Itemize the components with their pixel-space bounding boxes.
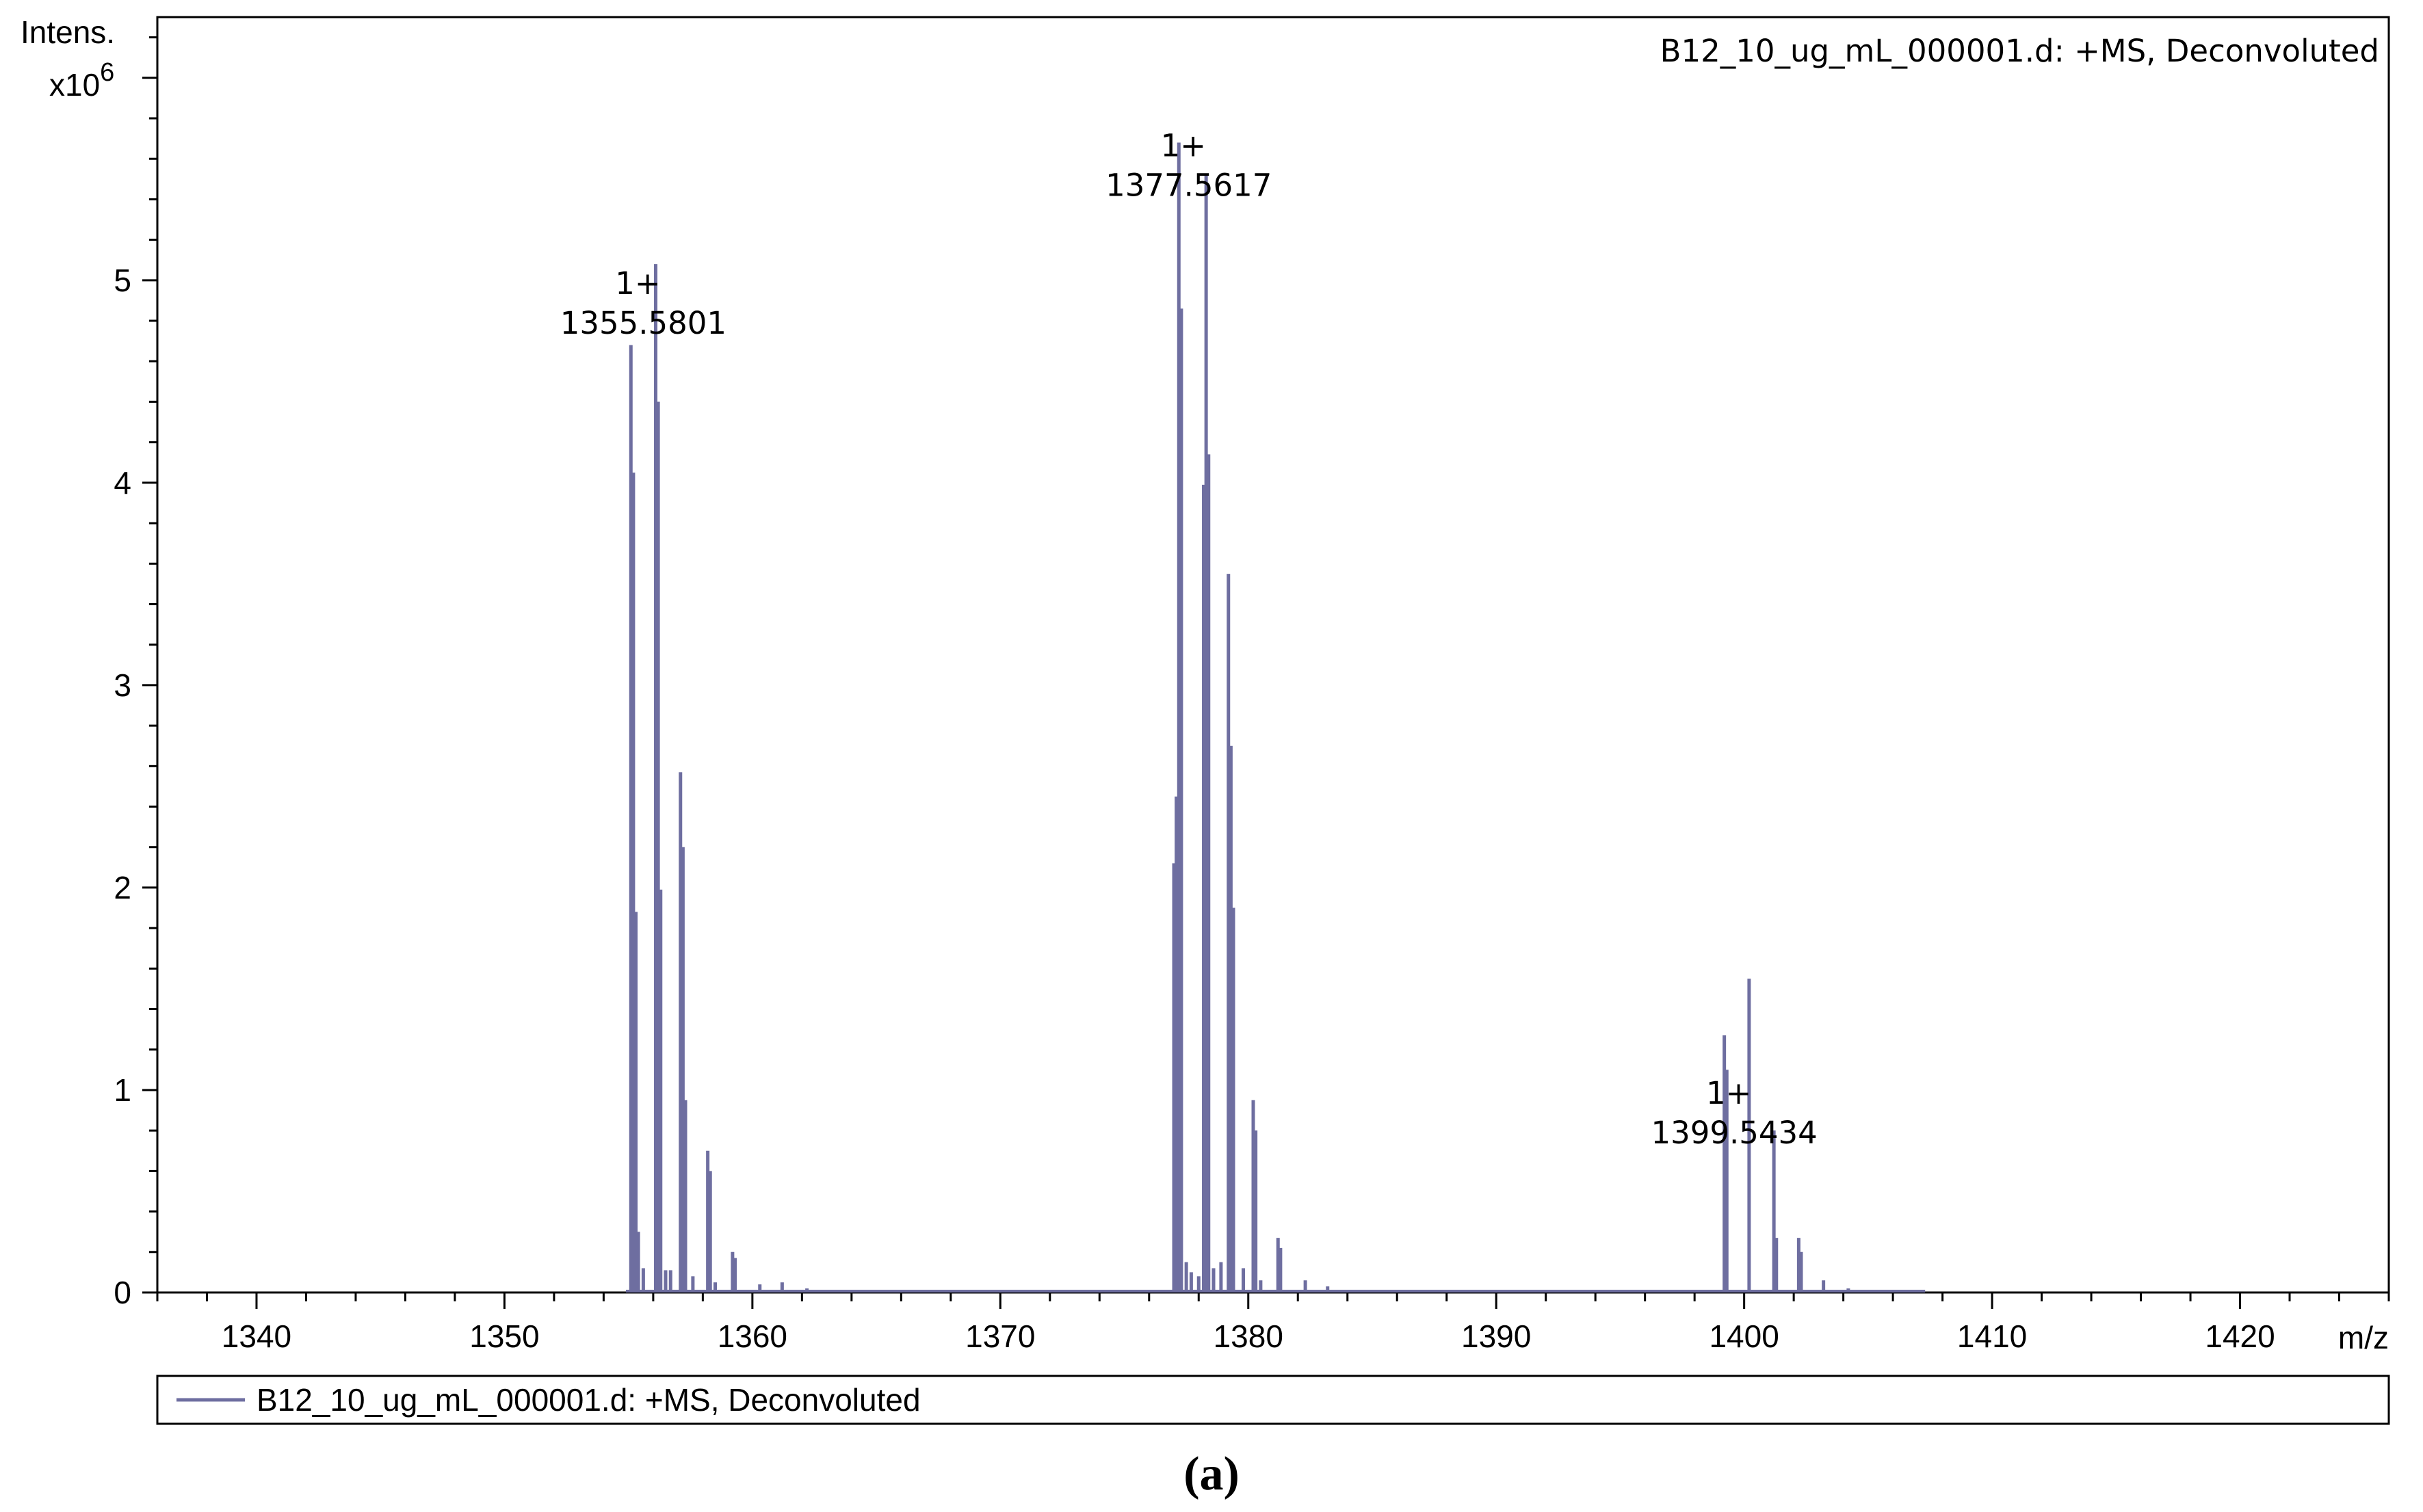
peak-mz-label: 1377.5617 [1105, 168, 1272, 204]
x-tick-label: 1360 [718, 1318, 787, 1354]
x-tick-label: 1420 [2205, 1318, 2275, 1354]
x-axis-label: m/z [2338, 1320, 2389, 1355]
y-tick-label: 5 [114, 263, 131, 298]
plot-area-frame [156, 16, 2390, 1294]
legend-box [156, 1375, 2390, 1425]
peak-mz-label: 1355.5801 [560, 305, 726, 341]
y-tick-label: 2 [114, 870, 131, 905]
y-axis: 0 1 2 3 4 5 [114, 36, 157, 1310]
x-tick-label: 1370 [965, 1318, 1035, 1354]
y-tick-label: 3 [114, 667, 131, 703]
y-tick-label: 1 [114, 1072, 131, 1108]
x-tick-label: 1340 [222, 1318, 291, 1354]
panel-label: (a) [1183, 1448, 1240, 1500]
peak-charge-label: 1+ [1161, 128, 1206, 164]
y-axis-label: Intens. [21, 14, 115, 50]
y-axis-multiplier: x106 [49, 58, 114, 103]
x-axis: 1340 1350 1360 1370 1380 1390 1400 1410 1420 [156, 1292, 2390, 1354]
peak-charge-label: 1+ [1706, 1075, 1751, 1111]
spectrum-series [626, 142, 1926, 1292]
x-tick-label: 1400 [1709, 1318, 1779, 1354]
peak-charge-label: 1+ [615, 265, 660, 302]
x-tick-label: 1410 [1957, 1318, 2027, 1354]
peak-mz-label: 1399.5434 [1651, 1115, 1817, 1151]
y-tick-label: 0 [114, 1275, 131, 1310]
legend-label: B12_10_ug_mL_000001.d: +MS, Deconvoluted [257, 1382, 921, 1418]
x-tick-label: 1350 [469, 1318, 539, 1354]
x-tick-label: 1390 [1461, 1318, 1531, 1354]
chart-title: B12_10_ug_mL_000001.d: +MS, Deconvoluted [1660, 33, 2379, 69]
y-tick-label: 4 [114, 465, 131, 501]
x-tick-label: 1380 [1214, 1318, 1283, 1354]
